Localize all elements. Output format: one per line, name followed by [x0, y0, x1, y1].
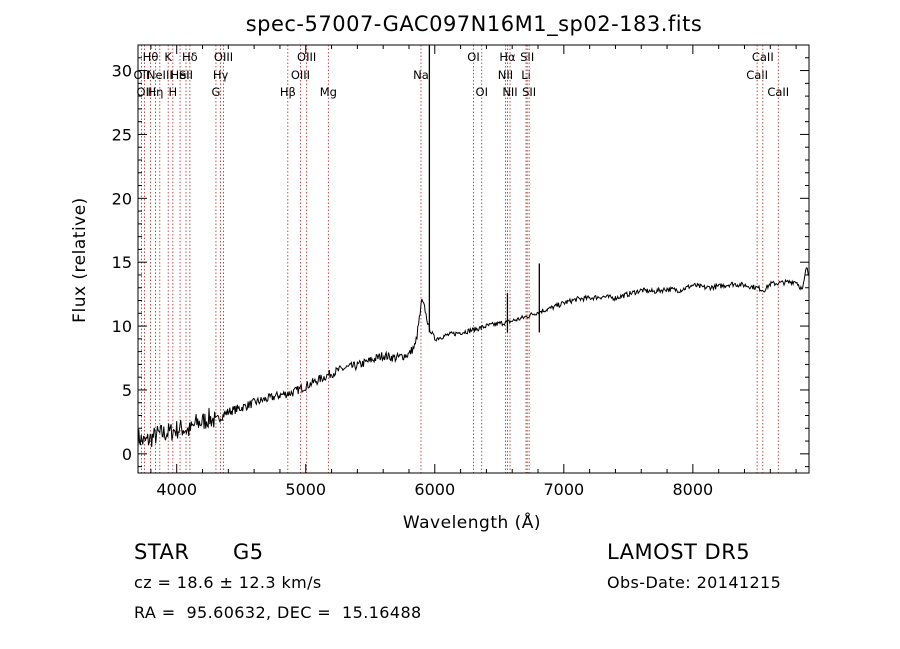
plot-frame: [137, 44, 810, 474]
object-subclass: G5: [233, 540, 264, 564]
spectral-line-markers: OIIOIIHθHηNeIIIKHHeISIIHδGHγOIIIHβOIIIOI…: [134, 45, 789, 473]
line-label-18: OI: [467, 50, 479, 64]
plot-axes: 4000 5000 6000 7000 8000 0 5 10 15 20 25 30: [112, 44, 810, 499]
x-tick-label-1: 5000: [285, 480, 326, 499]
line-label-16: Mg: [320, 85, 337, 99]
y-tick-label-6: 30: [112, 62, 132, 81]
sky-coordinates: RA = 95.60632, DEC = 15.16488: [134, 603, 422, 622]
x-tick-label-4: 8000: [673, 480, 714, 499]
line-label-7: HeI: [171, 68, 190, 82]
y-tick-label-0: 0: [122, 445, 132, 464]
object-class: STAR: [134, 540, 190, 564]
line-label-9: Hδ: [182, 50, 198, 64]
line-label-24: SII: [520, 50, 534, 64]
line-label-25: SII: [522, 85, 536, 99]
line-label-5: K: [164, 50, 172, 64]
redshift-velocity: cz = 18.6 ± 12.3 km/s: [134, 573, 322, 592]
line-label-1: OII: [137, 85, 153, 99]
line-label-20: NII: [498, 68, 513, 82]
line-label-11: Hγ: [213, 68, 229, 82]
y-tick-label-5: 25: [112, 125, 132, 144]
y-tick-label-2: 10: [112, 317, 132, 336]
spectrum-line: [137, 267, 810, 448]
x-tick-label-3: 7000: [543, 480, 584, 499]
line-label-27: CaII: [752, 50, 774, 64]
x-axis-label: Wavelength (Å): [403, 511, 541, 533]
y-tick-label-4: 20: [112, 189, 132, 208]
line-label-13: Hβ: [280, 85, 296, 99]
line-label-3: Hη: [147, 85, 163, 99]
line-label-23: Li: [521, 68, 531, 82]
line-label-2: Hθ: [143, 50, 159, 64]
x-tick-label-0: 4000: [156, 480, 197, 499]
line-label-26: CaII: [746, 68, 768, 82]
observation-date: Obs-Date: 20141215: [607, 573, 782, 592]
survey-name: LAMOST DR5: [607, 540, 751, 564]
line-label-12: OIII: [214, 50, 233, 64]
y-tick-label-1: 5: [122, 381, 132, 400]
line-label-15: OIII: [297, 50, 316, 64]
line-label-22: NII: [502, 85, 517, 99]
y-tick-label-3: 15: [112, 253, 132, 272]
y-axis-label: Flux (relative): [70, 197, 90, 323]
line-label-19: OI: [476, 85, 488, 99]
x-tick-label-2: 6000: [414, 480, 455, 499]
spectrum-series: [137, 45, 810, 448]
line-label-10: G: [211, 85, 220, 99]
line-label-14: OIII: [291, 68, 310, 82]
line-label-21: Hα: [499, 50, 516, 64]
line-label-17: Na: [413, 68, 429, 82]
line-label-8: SII: [179, 68, 193, 82]
chart-title: spec-57007-GAC097N16M1_sp02-183.fits: [246, 12, 703, 37]
line-label-28: CaII: [767, 85, 789, 99]
line-label-4: NeIII: [147, 68, 173, 82]
line-label-6: H: [169, 85, 178, 99]
